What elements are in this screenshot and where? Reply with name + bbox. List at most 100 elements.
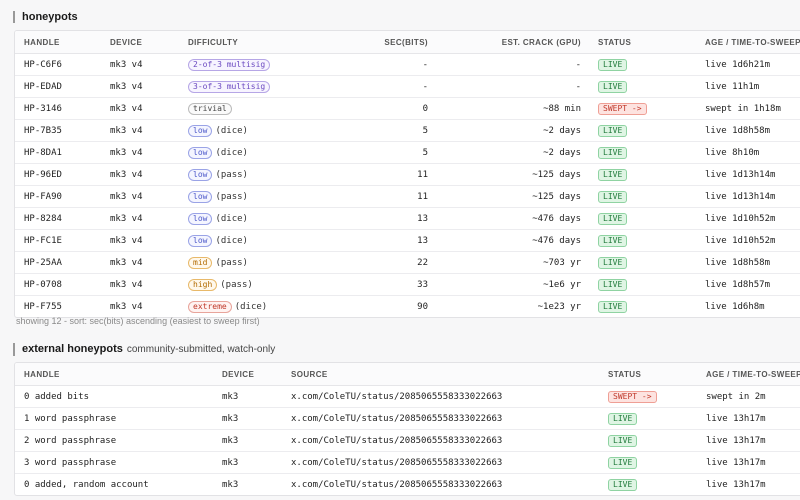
col-status[interactable]: STATUS (599, 363, 697, 386)
table-row[interactable]: 1 word passphrase mk3 x.com/ColeTU/status/… (15, 407, 800, 430)
difficulty-badge: low (188, 168, 213, 181)
age-cell: live 13h17m (697, 451, 800, 474)
est-crack-cell: ~2 days (436, 119, 589, 142)
table-row[interactable]: HP-8DA1 mk3 v4 low (dice) 5 ~2 days LIVE live 8… (15, 141, 800, 164)
col-device[interactable]: DEVICE (213, 363, 282, 386)
device-cell: mk3 v4 (101, 163, 179, 186)
table-row[interactable]: HP-96ED mk3 v4 low (pass) 11 ~125 days LIVE liv… (15, 163, 800, 186)
source-cell[interactable]: x.com/ColeTU/status/2085065558333022663 (282, 385, 599, 408)
device-cell: mk3 (222, 479, 239, 490)
age-cell: swept in 2m (697, 385, 800, 408)
table-row[interactable]: HP-F755 mk3 v4 extreme (dice) 90 ~1e23 yr LIVE… (15, 296, 800, 318)
difficulty-cell: trivial (179, 97, 304, 120)
status-badge-live: LIVE (598, 234, 628, 247)
status-cell: SWEPT -> (589, 97, 696, 120)
table-row[interactable]: HP-EDAD mk3 v4 3-of-3 multisig - - LIVE live 1… (15, 75, 800, 98)
table-row[interactable]: HP-25AA mk3 v4 mid (pass) 22 ~703 yr LIVE live … (15, 251, 800, 274)
age-cell: live 1d6h8m (705, 301, 765, 312)
table-row[interactable]: HP-3146 mk3 v4 trivial 0 ~88 min SWEPT -> swep… (15, 97, 800, 120)
status-badge-swept[interactable]: SWEPT -> (608, 390, 657, 403)
source-cell[interactable]: x.com/ColeTU/status/2085065558333022663 (282, 451, 599, 474)
col-device[interactable]: DEVICE (101, 31, 179, 54)
est-crack-cell: - (436, 75, 589, 98)
sec-bits-cell: 11 (304, 163, 436, 186)
table-row[interactable]: 2 word passphrase mk3 x.com/ColeTU/status/… (15, 429, 800, 452)
col-sec-bits[interactable]: SEC(BITS) (304, 31, 436, 54)
col-difficulty[interactable]: DIFFICULTY (179, 31, 304, 54)
handle-cell: HP-8284 (15, 207, 101, 230)
difficulty-cell: low (pass) (179, 185, 304, 208)
difficulty-cell: low (dice) (179, 119, 304, 142)
difficulty-method: (pass) (215, 191, 248, 202)
handle-cell: 1 word passphrase (15, 407, 213, 430)
table-row[interactable]: HP-C6F6 mk3 v4 2-of-3 multisig - - LIVE live 1… (15, 53, 800, 76)
source-cell[interactable]: x.com/ColeTU/status/2085065558333022663 (282, 407, 599, 430)
status-badge-live: LIVE (608, 456, 638, 469)
col-handle[interactable]: HANDLE (15, 31, 101, 54)
handle-cell: HP-EDAD (15, 75, 101, 98)
col-est-crack[interactable]: EST. CRACK (GPU) (436, 31, 589, 54)
age-cell: live 13h17m (706, 479, 766, 490)
sec-bits-cell: 11 (304, 185, 436, 208)
honeypots-table-card: HANDLE DEVICE DIFFICULTY SEC(BITS) EST. … (14, 30, 800, 318)
est-crack-cell: ~703 yr (436, 251, 589, 274)
status-badge-live: LIVE (598, 80, 628, 93)
difficulty-badge: high (188, 278, 218, 291)
sec-bits-cell: 0 (304, 97, 436, 120)
table-row[interactable]: HP-8284 mk3 v4 low (dice) 13 ~476 days LIVE liv… (15, 207, 800, 230)
honeypots-section-title: honeypots (13, 11, 78, 23)
device-cell: mk3 v4 (110, 301, 143, 312)
status-cell: LIVE (599, 407, 697, 430)
status-badge-live: LIVE (598, 300, 628, 313)
device-cell: mk3 v4 (101, 97, 179, 120)
table-row[interactable]: 0 added bits mk3 x.com/ColeTU/status/20850… (15, 385, 800, 408)
status-badge-live: LIVE (598, 168, 628, 181)
table-row[interactable]: 3 word passphrase mk3 x.com/ColeTU/status/… (15, 451, 800, 474)
external-table: HANDLE DEVICE SOURCE STATUS AGE / TIME-T… (15, 363, 800, 495)
difficulty-cell: low (pass) (179, 163, 304, 186)
device-cell: mk3 (213, 385, 282, 408)
col-source[interactable]: SOURCE (282, 363, 599, 386)
est-crack-cell: ~1e23 yr (537, 301, 581, 312)
col-handle[interactable]: HANDLE (15, 363, 213, 386)
status-badge-live: LIVE (598, 146, 628, 159)
status-badge-swept[interactable]: SWEPT -> (598, 102, 647, 115)
age-cell: swept in 1h18m (696, 97, 800, 120)
table-row[interactable]: 0 added, random account mk3 x.com/ColeTU/s… (15, 474, 800, 496)
col-status[interactable]: STATUS (589, 31, 696, 54)
est-crack-cell: ~125 days (436, 185, 589, 208)
external-header-row: HANDLE DEVICE SOURCE STATUS AGE / TIME-T… (15, 363, 800, 386)
status-cell: LIVE (589, 185, 696, 208)
difficulty-cell: extreme (dice) (179, 296, 304, 318)
col-age[interactable]: AGE / TIME-TO-SWEEP (697, 363, 800, 386)
col-age[interactable]: AGE / TIME-TO-SWEEP (696, 31, 800, 54)
sec-bits-cell: 13 (304, 229, 436, 252)
table-row[interactable]: HP-FA90 mk3 v4 low (pass) 11 ~125 days LIVE liv… (15, 185, 800, 208)
source-cell[interactable]: x.com/ColeTU/status/2085065558333022663 (282, 429, 599, 452)
handle-cell: HP-FA90 (15, 185, 101, 208)
est-crack-cell: ~88 min (436, 97, 589, 120)
status-cell: LIVE (589, 296, 696, 318)
status-cell: LIVE (589, 163, 696, 186)
table-row[interactable]: HP-FC1E mk3 v4 low (dice) 13 ~476 days LIVE liv… (15, 229, 800, 252)
est-crack-cell: - (436, 53, 589, 76)
source-cell[interactable]: x.com/ColeTU/status/2085065558333022663 (291, 479, 503, 490)
status-badge-live: LIVE (598, 124, 628, 137)
sec-bits-cell: 5 (304, 141, 436, 164)
status-badge-live: LIVE (608, 434, 638, 447)
device-cell: mk3 v4 (101, 273, 179, 296)
table-row[interactable]: HP-0708 mk3 v4 high (pass) 33 ~1e6 yr LIVE live… (15, 273, 800, 296)
external-table-card: HANDLE DEVICE SOURCE STATUS AGE / TIME-T… (14, 362, 800, 496)
handle-cell: HP-3146 (15, 97, 101, 120)
status-cell: LIVE (589, 141, 696, 164)
difficulty-badge: low (188, 146, 213, 159)
table-row[interactable]: HP-7B35 mk3 v4 low (dice) 5 ~2 days LIVE live 1… (15, 119, 800, 142)
difficulty-cell: high (pass) (179, 273, 304, 296)
difficulty-badge: mid (188, 256, 213, 269)
device-cell: mk3 v4 (101, 53, 179, 76)
difficulty-method: (pass) (215, 257, 248, 268)
age-cell: live 1d10h52m (696, 207, 800, 230)
status-cell: LIVE (599, 451, 697, 474)
honeypots-table: HANDLE DEVICE DIFFICULTY SEC(BITS) EST. … (15, 31, 800, 317)
difficulty-method: (dice) (215, 235, 248, 246)
